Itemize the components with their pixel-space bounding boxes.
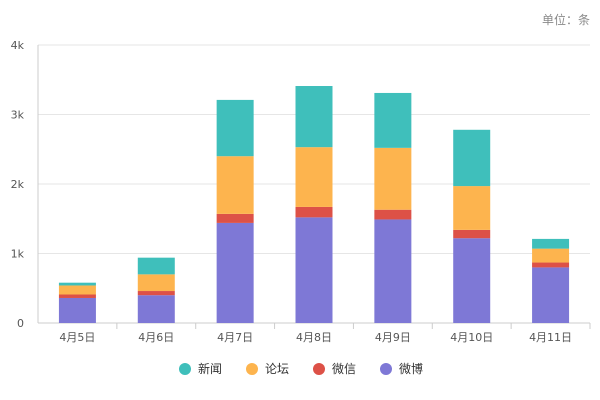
legend-marker-新闻[interactable] bbox=[179, 363, 191, 375]
legend-marker-微博[interactable] bbox=[380, 363, 392, 375]
x-tick-label: 4月10日 bbox=[450, 331, 493, 344]
unit-label: 单位：条 bbox=[541, 13, 590, 27]
x-tick-label: 4月11日 bbox=[529, 331, 572, 344]
bar-新闻-4月6日[interactable] bbox=[137, 257, 175, 275]
bar-微博-4月6日[interactable] bbox=[137, 295, 175, 323]
legend-label-微博[interactable]: 微博 bbox=[399, 361, 423, 376]
bar-新闻-4月7日[interactable] bbox=[216, 99, 254, 157]
bar-微信-4月6日[interactable] bbox=[137, 291, 175, 296]
bar-微信-4月9日[interactable] bbox=[374, 209, 412, 220]
legend-marker-论坛[interactable] bbox=[246, 363, 258, 375]
bar-论坛-4月5日[interactable] bbox=[58, 285, 96, 295]
y-tick-label: 1k bbox=[11, 248, 25, 261]
legend-label-论坛[interactable]: 论坛 bbox=[265, 362, 289, 376]
bar-论坛-4月8日[interactable] bbox=[295, 147, 333, 207]
legend-label-微信[interactable]: 微信 bbox=[332, 362, 356, 376]
bar-新闻-4月9日[interactable] bbox=[374, 92, 412, 148]
bar-论坛-4月9日[interactable] bbox=[374, 147, 412, 210]
bar-论坛-4月10日[interactable] bbox=[453, 186, 491, 230]
bar-微博-4月11日[interactable] bbox=[532, 267, 570, 323]
x-tick-label: 4月7日 bbox=[217, 331, 253, 344]
x-tick-label: 4月6日 bbox=[138, 331, 174, 344]
bar-新闻-4月8日[interactable] bbox=[295, 86, 333, 148]
bar-微博-4月8日[interactable] bbox=[295, 217, 333, 323]
bar-新闻-4月5日[interactable] bbox=[58, 282, 96, 286]
y-tick-label: 0 bbox=[17, 317, 24, 330]
bar-微博-4月7日[interactable] bbox=[216, 222, 254, 323]
y-tick-label: 2k bbox=[11, 178, 25, 191]
bar-论坛-4月6日[interactable] bbox=[137, 274, 175, 292]
bar-微博-4月10日[interactable] bbox=[453, 238, 491, 323]
legend-marker-微信[interactable] bbox=[313, 363, 325, 375]
bar-微信-4月11日[interactable] bbox=[532, 262, 570, 268]
legend-label-新闻[interactable]: 新闻 bbox=[198, 361, 222, 376]
y-tick-label: 4k bbox=[11, 39, 25, 52]
bar-论坛-4月7日[interactable] bbox=[216, 156, 254, 214]
bar-微信-4月8日[interactable] bbox=[295, 206, 333, 218]
bar-新闻-4月11日[interactable] bbox=[532, 238, 570, 249]
bar-微信-4月5日[interactable] bbox=[58, 294, 96, 298]
x-tick-label: 4月5日 bbox=[59, 331, 95, 344]
x-tick-label: 4月9日 bbox=[375, 331, 411, 344]
bar-微博-4月9日[interactable] bbox=[374, 219, 412, 323]
bar-微信-4月7日[interactable] bbox=[216, 213, 254, 223]
bar-微博-4月5日[interactable] bbox=[58, 297, 96, 323]
bar-论坛-4月11日[interactable] bbox=[532, 248, 570, 263]
x-tick-label: 4月8日 bbox=[296, 331, 332, 344]
bar-微信-4月10日[interactable] bbox=[453, 229, 491, 239]
bar-新闻-4月10日[interactable] bbox=[453, 129, 491, 187]
y-tick-label: 3k bbox=[11, 109, 25, 122]
